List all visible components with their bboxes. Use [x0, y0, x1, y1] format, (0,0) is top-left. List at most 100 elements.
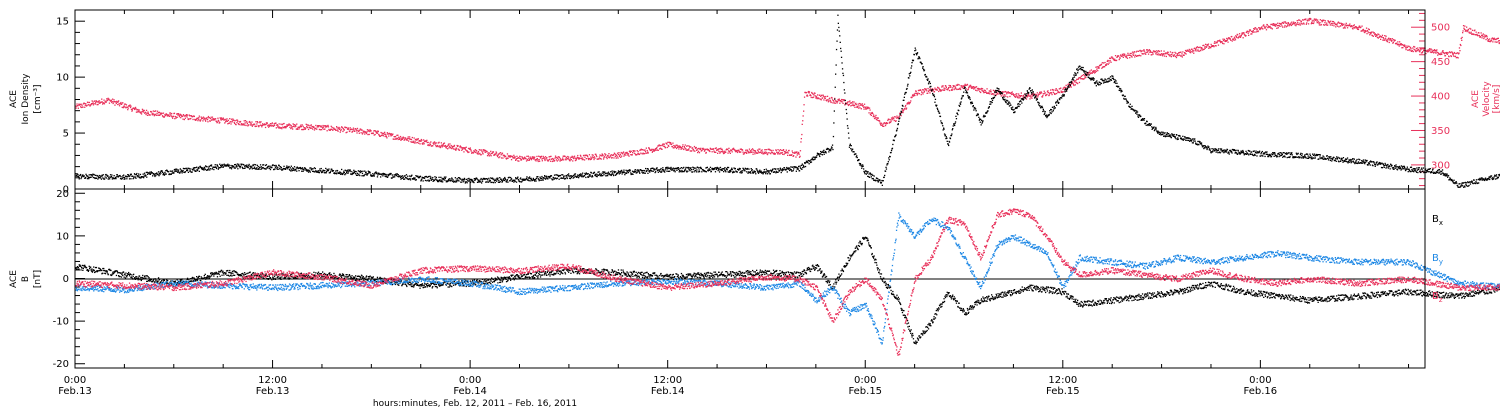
- velocity-series-point: [1454, 55, 1457, 57]
- velocity-series-point: [118, 105, 121, 107]
- velocity-series-point: [781, 151, 783, 154]
- velocity-series-point: [1131, 51, 1134, 53]
- velocity-series-point: [1356, 26, 1358, 29]
- velocity-series-point: [1179, 51, 1181, 53]
- velocity-series-point: [1370, 33, 1372, 35]
- density-series-point: [568, 173, 570, 175]
- density-series-point: [539, 179, 541, 181]
- density-series-point: [345, 170, 347, 172]
- velocity-series-point: [1072, 83, 1075, 86]
- density-series-point: [692, 168, 694, 171]
- velocity-series-point: [165, 115, 167, 117]
- velocity-series-point: [1252, 31, 1254, 33]
- velocity-series-point: [885, 123, 887, 125]
- velocity-series-point: [219, 117, 221, 119]
- velocity-series-point: [444, 144, 446, 147]
- velocity-series-point: [95, 100, 97, 102]
- velocity-series-point: [1373, 32, 1375, 34]
- velocity-series-point: [244, 122, 246, 124]
- density-series-point: [278, 168, 281, 170]
- velocity-series-point: [707, 149, 710, 151]
- velocity-series-point: [116, 101, 118, 103]
- density-series-point: [650, 167, 653, 170]
- velocity-series-point: [1436, 51, 1438, 53]
- density-series-point: [741, 170, 743, 172]
- velocity-series-point: [656, 149, 658, 151]
- density-series-point: [756, 168, 758, 170]
- velocity-series-point: [651, 148, 653, 150]
- velocity-series-point: [645, 152, 647, 154]
- velocity-series-point: [309, 127, 311, 129]
- velocity-series-point: [1498, 40, 1500, 42]
- density-series-point: [373, 175, 375, 177]
- velocity-series-point: [204, 119, 206, 121]
- velocity-series-point: [1185, 53, 1187, 55]
- velocity-series-point: [777, 151, 780, 154]
- velocity-series-point: [1085, 72, 1087, 74]
- density-series-point: [382, 175, 384, 177]
- velocity-series-point: [186, 114, 188, 116]
- velocity-series-point: [908, 101, 910, 103]
- velocity-series-point: [1334, 23, 1336, 25]
- density-series-point: [809, 160, 811, 162]
- velocity-series-point: [177, 113, 179, 115]
- velocity-series-point: [1111, 56, 1113, 58]
- velocity-series-point: [571, 156, 573, 158]
- velocity-series-point: [874, 116, 877, 118]
- velocity-series-point: [705, 151, 707, 154]
- density-series-point: [486, 178, 488, 180]
- velocity-series-point: [1181, 56, 1183, 58]
- density-series-point: [160, 172, 162, 174]
- velocity-series-point: [475, 151, 477, 154]
- velocity-series-point: [1437, 52, 1439, 54]
- velocity-series-point: [1211, 45, 1213, 48]
- density-series-point: [732, 172, 734, 174]
- velocity-series-point: [331, 128, 333, 130]
- density-series-point: [619, 170, 621, 173]
- velocity-series-point: [525, 158, 527, 160]
- velocity-series-point: [842, 99, 845, 101]
- velocity-series-point: [1155, 52, 1157, 54]
- density-series-point: [282, 169, 284, 171]
- velocity-series-point: [89, 105, 91, 107]
- velocity-series-point: [317, 125, 319, 127]
- velocity-series-point: [103, 103, 106, 105]
- velocity-series-point: [580, 155, 582, 157]
- velocity-series-point: [342, 128, 345, 130]
- velocity-series-point: [629, 151, 631, 153]
- velocity-series-point: [1211, 45, 1213, 47]
- velocity-series-point: [559, 158, 562, 160]
- density-series-point: [652, 170, 654, 172]
- density-series-point: [716, 168, 718, 170]
- density-series-point: [301, 167, 303, 169]
- density-series-point: [104, 178, 106, 180]
- velocity-series-point: [1110, 61, 1112, 63]
- density-series-point: [352, 172, 355, 175]
- velocity-series-point: [231, 121, 233, 123]
- velocity-series-point: [412, 140, 414, 142]
- density-series-point: [249, 168, 251, 170]
- density-series-point: [149, 171, 151, 173]
- velocity-series-point: [1309, 18, 1311, 20]
- velocity-series-point: [250, 122, 252, 125]
- velocity-series-point: [1166, 52, 1168, 54]
- velocity-series-point: [367, 133, 369, 136]
- velocity-series-point: [756, 149, 759, 151]
- velocity-series-point: [1405, 47, 1408, 49]
- velocity-series-point: [1377, 37, 1379, 39]
- velocity-series-point: [1464, 30, 1466, 32]
- density-series-point: [661, 168, 664, 171]
- velocity-series-point: [476, 150, 478, 152]
- velocity-series-point: [932, 89, 934, 91]
- velocity-series-point: [858, 102, 861, 105]
- density-series-point: [272, 164, 274, 166]
- velocity-series-point: [936, 88, 938, 90]
- velocity-series-point: [116, 100, 118, 102]
- velocity-series-point: [658, 144, 660, 146]
- density-series-point: [122, 175, 124, 177]
- density-series-point: [195, 167, 197, 169]
- velocity-series-point: [763, 151, 765, 153]
- density-series-point: [636, 169, 638, 171]
- velocity-series-point: [936, 89, 938, 91]
- velocity-series-point: [1233, 39, 1235, 41]
